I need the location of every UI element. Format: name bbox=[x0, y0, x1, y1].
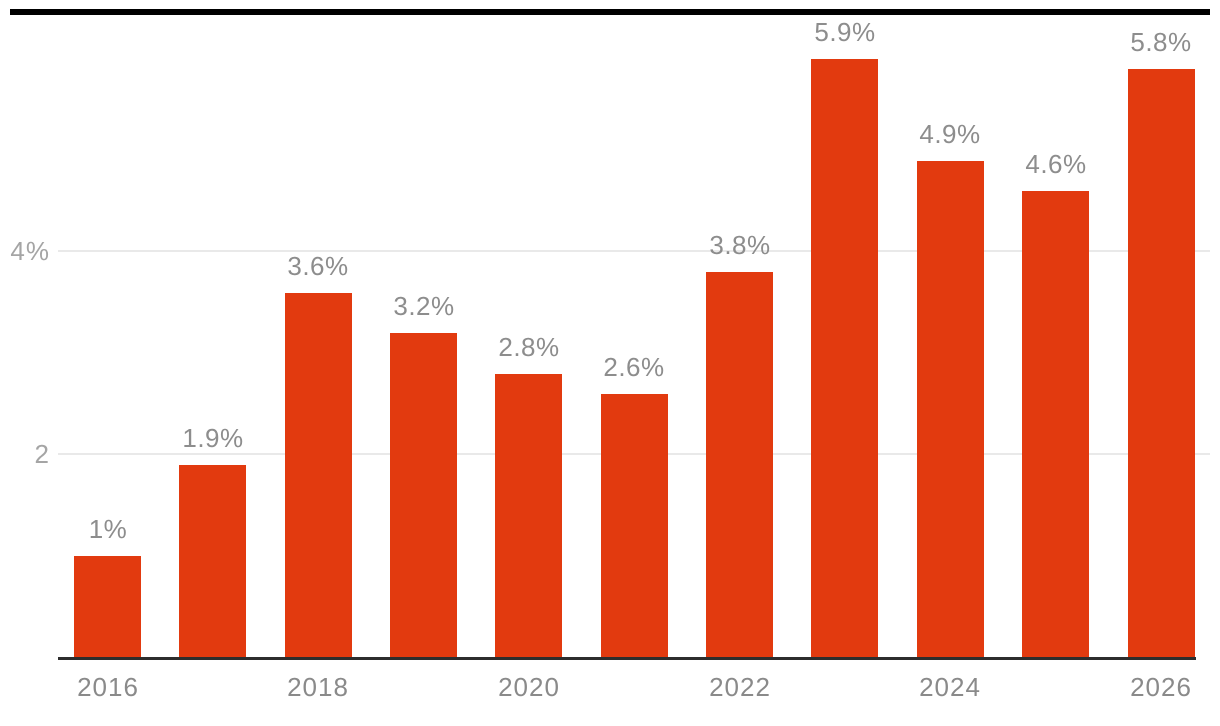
y-tick-label: 4% bbox=[10, 236, 50, 266]
bar-value-label: 5.8% bbox=[1130, 27, 1192, 57]
bar bbox=[811, 59, 878, 658]
x-tick-label: 2026 bbox=[1130, 672, 1192, 702]
x-tick-label: 2016 bbox=[77, 672, 139, 702]
bar bbox=[706, 272, 773, 658]
bar-value-label: 2.8% bbox=[498, 332, 560, 362]
bar bbox=[285, 293, 352, 658]
x-tick-label: 2018 bbox=[287, 672, 349, 702]
bar-value-label: 5.9% bbox=[814, 17, 876, 47]
bar-value-label: 2.6% bbox=[603, 352, 665, 382]
y-tick-label: 2 bbox=[34, 439, 50, 469]
bar bbox=[1022, 191, 1089, 658]
bar bbox=[1128, 69, 1195, 658]
x-tick-label: 2020 bbox=[498, 672, 560, 702]
bar-value-label: 3.8% bbox=[709, 230, 771, 260]
bar bbox=[179, 465, 246, 658]
bar bbox=[917, 161, 984, 658]
bar-value-label: 4.6% bbox=[1025, 149, 1087, 179]
bar bbox=[390, 333, 457, 658]
x-axis-line bbox=[58, 657, 1196, 660]
bar bbox=[74, 556, 141, 658]
bar-value-label: 1.9% bbox=[182, 423, 244, 453]
bar-value-label: 1% bbox=[88, 514, 128, 544]
x-tick-label: 2024 bbox=[919, 672, 981, 702]
bar bbox=[601, 394, 668, 658]
gridline bbox=[58, 250, 1210, 252]
bar-value-label: 3.2% bbox=[393, 291, 455, 321]
x-tick-label: 2022 bbox=[709, 672, 771, 702]
bar-value-label: 4.9% bbox=[919, 119, 981, 149]
bar bbox=[495, 374, 562, 658]
top-rule bbox=[10, 9, 1210, 15]
bar-value-label: 3.6% bbox=[287, 251, 349, 281]
